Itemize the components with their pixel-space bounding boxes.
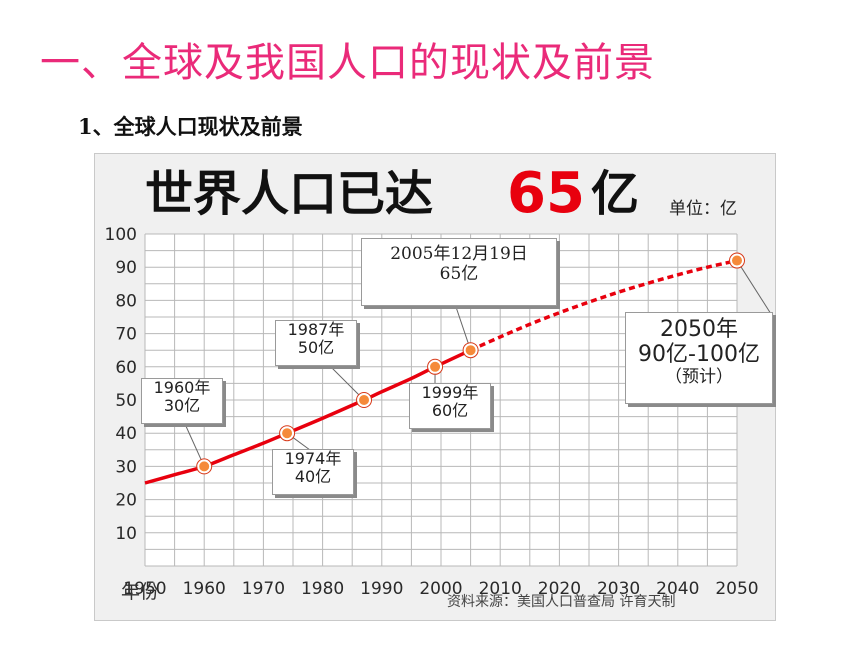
x-tick-label: 2000 <box>419 579 462 599</box>
x-tick-label: 2040 <box>656 579 699 599</box>
data-point-marker-ring <box>356 392 373 408</box>
annotation-2050-year: 2050年 <box>660 317 738 342</box>
y-tick-label: 100 <box>105 225 137 245</box>
x-tick-label: 2010 <box>479 579 522 599</box>
annotation-1960-year: 1960年 <box>153 378 211 397</box>
data-point-marker-ring <box>729 252 745 269</box>
annotation-2050: 2050年 90亿-100亿 （预计） <box>625 312 773 404</box>
annotation-1987-year: 1987年 <box>287 320 345 339</box>
annotation-1960-value: 30亿 <box>163 396 201 416</box>
y-tick-label: 90 <box>115 258 137 278</box>
y-axis-ticks: 10 20 30 40 50 60 70 80 90 100 <box>105 225 137 544</box>
annotation-1960: 1960年 30亿 <box>141 378 223 424</box>
page-title: 一、全球及我国人口的现状及前景 <box>40 40 655 86</box>
y-tick-label: 10 <box>115 524 137 544</box>
annotation-1974: 1974年 40亿 <box>272 449 354 495</box>
y-tick-label: 20 <box>115 491 137 511</box>
x-axis-label: 年份 <box>121 581 159 603</box>
data-markers <box>196 252 745 475</box>
data-point-marker-ring <box>462 342 479 359</box>
chart-title-main: 世界人口已达 <box>145 166 433 222</box>
data-point-marker <box>197 459 212 474</box>
annotation-2050-value: 90亿-100亿 <box>638 342 760 368</box>
data-point-marker <box>428 359 443 374</box>
x-axis-ticks: 1950 1960 1970 1980 1990 2000 2010 2020 2030 2040… <box>123 579 758 599</box>
data-point-marker-ring <box>427 358 444 375</box>
data-point-marker <box>463 343 478 358</box>
x-tick-label: 2020 <box>538 579 581 599</box>
annotation-1999-value: 60亿 <box>431 401 469 421</box>
data-point-marker-ring <box>279 425 296 442</box>
data-point-marker <box>730 253 744 268</box>
y-tick-label: 30 <box>115 457 137 477</box>
annotation-1974-value: 40亿 <box>294 467 332 487</box>
x-tick-label: 1950 <box>123 579 166 599</box>
data-point-marker <box>280 426 295 441</box>
data-point-marker <box>357 393 372 407</box>
annotation-2005-date: 2005年12月19日 <box>390 244 528 264</box>
data-point-marker-ring <box>196 458 213 475</box>
x-tick-label: 1980 <box>301 579 344 599</box>
annotation-connector <box>329 365 365 401</box>
chart-title-suffix: 亿 <box>591 166 639 222</box>
page-subtitle: 1、全球人口现状及前景 <box>78 114 303 139</box>
chart-panel: 世界人口已达 65 亿 单位：亿 10 20 30 40 50 60 70 80 90 100 1… <box>94 153 776 621</box>
chart-title-highlight: 65 <box>507 161 585 226</box>
y-tick-label: 50 <box>115 391 137 411</box>
x-tick-label: 1960 <box>183 579 226 599</box>
projected-population-line <box>469 258 738 352</box>
annotation-1999-year: 1999年 <box>421 383 479 402</box>
annotation-2050-note: （预计） <box>665 366 733 387</box>
y-tick-label: 60 <box>115 358 137 378</box>
annotation-2005-value: 65亿 <box>439 263 479 284</box>
annotation-1987-value: 50亿 <box>297 338 335 358</box>
annotation-connector <box>736 260 772 315</box>
annotation-2005: 2005年12月19日 65亿 <box>361 238 557 306</box>
x-tick-label: 1970 <box>242 579 285 599</box>
x-tick-label: 2050 <box>715 579 758 599</box>
unit-label: 单位：亿 <box>669 199 737 219</box>
source-note: 资料来源：美国人口普查局 许育天制 <box>447 594 675 610</box>
y-tick-label: 40 <box>115 424 137 444</box>
x-tick-label: 2030 <box>597 579 640 599</box>
annotation-connector <box>454 303 472 351</box>
x-tick-label: 1990 <box>360 579 403 599</box>
annotation-1974-year: 1974年 <box>284 449 342 468</box>
y-tick-label: 80 <box>115 291 137 311</box>
annotation-1999: 1999年 60亿 <box>409 383 491 429</box>
y-tick-label: 70 <box>115 325 137 345</box>
annotation-1987: 1987年 50亿 <box>275 320 357 366</box>
